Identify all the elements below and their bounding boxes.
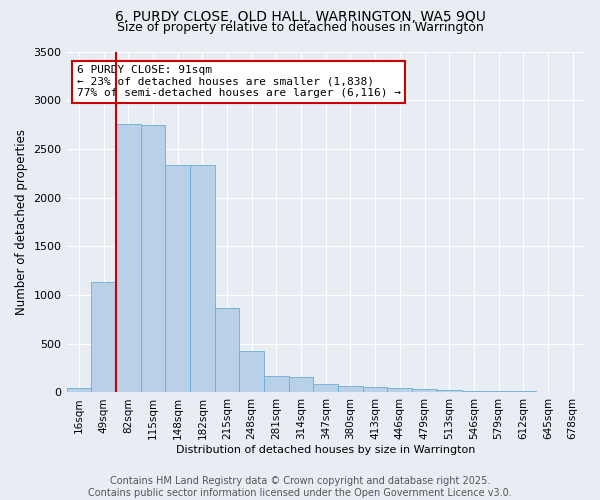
- Text: Size of property relative to detached houses in Warrington: Size of property relative to detached ho…: [116, 21, 484, 34]
- Bar: [140, 124, 165, 392]
- Bar: [190, 166, 215, 392]
- Text: 6 PURDY CLOSE: 91sqm
← 23% of detached houses are smaller (1,838)
77% of semi-de: 6 PURDY CLOSE: 91sqm ← 23% of detached h…: [77, 65, 401, 98]
- Bar: [215, 308, 239, 392]
- Bar: [165, 164, 190, 392]
- Bar: [388, 388, 412, 392]
- Bar: [91, 282, 116, 393]
- Bar: [313, 384, 338, 392]
- Text: Contains HM Land Registry data © Crown copyright and database right 2025.
Contai: Contains HM Land Registry data © Crown c…: [88, 476, 512, 498]
- Bar: [289, 377, 313, 392]
- Bar: [486, 391, 511, 392]
- Bar: [338, 386, 363, 392]
- Bar: [363, 387, 388, 392]
- Bar: [437, 390, 461, 392]
- Y-axis label: Number of detached properties: Number of detached properties: [15, 129, 28, 315]
- Bar: [239, 350, 264, 393]
- Bar: [116, 124, 140, 392]
- Bar: [67, 388, 91, 392]
- X-axis label: Distribution of detached houses by size in Warrington: Distribution of detached houses by size …: [176, 445, 475, 455]
- Bar: [461, 390, 486, 392]
- Bar: [412, 389, 437, 392]
- Bar: [264, 376, 289, 392]
- Text: 6, PURDY CLOSE, OLD HALL, WARRINGTON, WA5 9QU: 6, PURDY CLOSE, OLD HALL, WARRINGTON, WA…: [115, 10, 485, 24]
